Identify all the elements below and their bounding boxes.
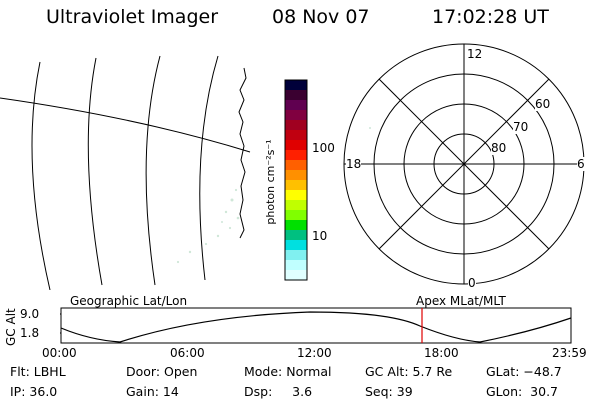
timeline-right-label: Apex MLat/MLT — [416, 294, 506, 308]
timeline-x-tick: 06:00 — [170, 346, 205, 360]
status-glon: GLon: 30.7 — [486, 384, 558, 399]
color-scale-cell — [285, 90, 307, 101]
color-scale-cell — [285, 220, 307, 231]
date-label: 08 Nov 07 — [272, 6, 370, 28]
color-scale-cell — [285, 190, 307, 201]
status-filter: Flt: LBHL — [10, 364, 66, 379]
faint-emission — [176, 188, 240, 264]
status-mode: Mode: Normal — [244, 364, 332, 379]
color-scale-cell — [285, 170, 307, 181]
lat-label-80: 80 — [491, 141, 507, 155]
color-scale-cell — [285, 240, 307, 251]
color-scale-cell — [285, 260, 307, 271]
color-scale-cell — [285, 100, 307, 111]
time-label: 17:02:28 UT — [432, 6, 549, 28]
mlt-line-diagonal — [378, 78, 550, 250]
status-gc-alt: GC Alt: 5.7 Re — [365, 364, 453, 379]
status-gain: Gain: 14 — [126, 384, 179, 399]
color-scale-cell — [285, 120, 307, 131]
coastline — [238, 67, 247, 239]
mlt-label-right: 6 — [577, 157, 585, 171]
timeline-x-tick: 12:00 — [297, 346, 332, 360]
color-scale-tick: 100 — [312, 141, 335, 155]
color-scale-cell — [285, 180, 307, 191]
status-ip: IP: 36.0 — [10, 384, 58, 399]
longitude-line — [199, 55, 219, 281]
color-scale-cell — [285, 140, 307, 151]
timeline-x-tick: 18:00 — [424, 346, 459, 360]
timeline-x-tick: 00:00 — [42, 346, 77, 360]
status-dsp: Dsp: 3.6 — [244, 384, 313, 399]
lat-label-60: 60 — [535, 97, 551, 111]
color-scale-unit-label: photon cm⁻²s⁻¹ — [264, 139, 277, 224]
color-scale-cell — [285, 160, 307, 171]
color-scale-cell — [285, 270, 307, 281]
status-door: Door: Open — [126, 364, 198, 379]
color-scale-cell — [285, 110, 307, 121]
timeline-axis-label: GC Alt — [4, 308, 18, 346]
timeline-y-tick: 9.0 — [20, 307, 40, 321]
color-scale-cell — [285, 80, 307, 91]
color-scale: photon cm⁻²s⁻¹ — [264, 79, 308, 281]
instrument-title: Ultraviolet Imager — [46, 6, 219, 28]
color-scale-bar — [285, 80, 307, 281]
color-scale-cell — [285, 200, 307, 211]
longitude-line — [87, 57, 103, 286]
orbit-altitude-plot — [60, 307, 572, 344]
timeline-left-label: Geographic Lat/Lon — [70, 294, 188, 308]
longitude-line — [145, 55, 161, 286]
polar-plot — [343, 43, 585, 285]
color-scale-cell — [285, 150, 307, 161]
timeline-x-tick: 23:59 — [552, 346, 587, 360]
status-seq: Seq: 39 — [365, 384, 413, 399]
timeline-y-tick: 1.8 — [20, 326, 40, 340]
geographic-map — [0, 55, 251, 290]
faint-emission — [369, 127, 371, 129]
mlt-label-top: 12 — [467, 47, 483, 61]
status-glat: GLat: −48.7 — [486, 364, 562, 379]
color-scale-cell — [285, 130, 307, 141]
color-scale-cell — [285, 230, 307, 241]
longitude-line — [31, 61, 51, 290]
latitude-line — [0, 97, 251, 153]
mlt-label-bottom: 0 — [468, 276, 476, 290]
color-scale-cell — [285, 210, 307, 221]
lat-label-70: 70 — [513, 120, 529, 134]
color-scale-cell — [285, 250, 307, 261]
color-scale-tick: 10 — [312, 229, 328, 243]
altitude-curve — [60, 311, 572, 343]
mlt-label-left: 18 — [346, 157, 362, 171]
